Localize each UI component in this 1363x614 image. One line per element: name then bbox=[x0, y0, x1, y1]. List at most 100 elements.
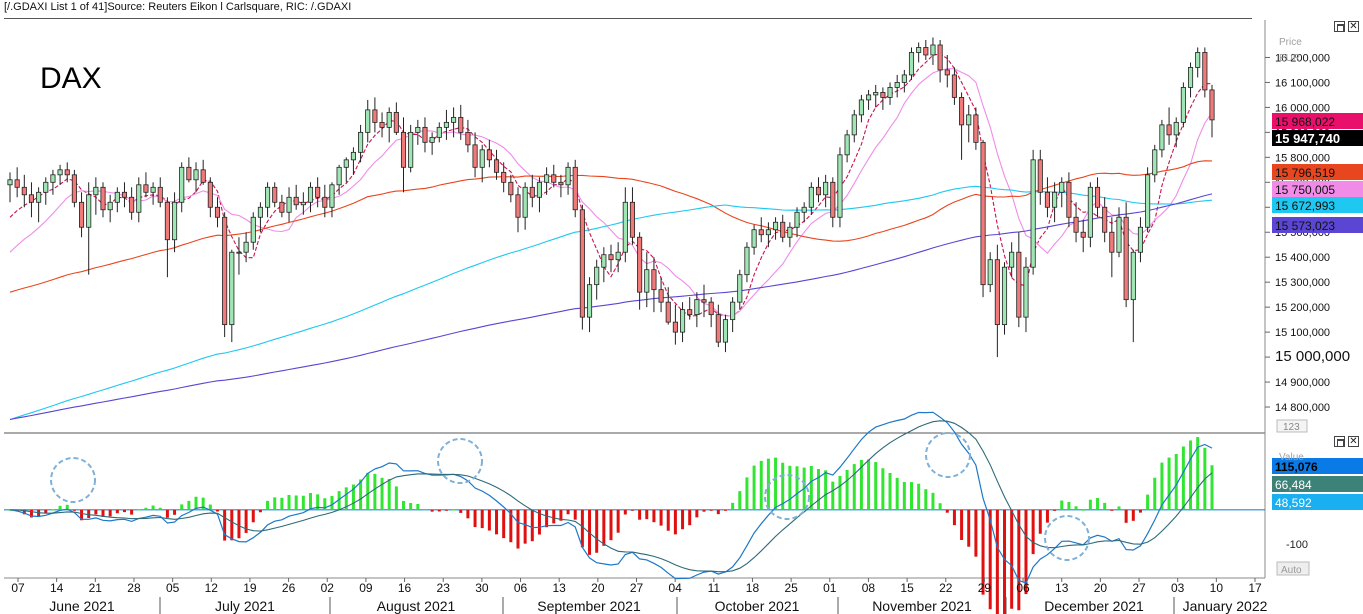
candlestick bbox=[257, 202, 263, 233]
candlestick bbox=[179, 162, 185, 213]
macd-histogram-bar bbox=[359, 479, 363, 510]
month-label: November 2021 bbox=[872, 598, 972, 614]
candlestick bbox=[193, 162, 199, 193]
macd-histogram-bar bbox=[29, 509, 33, 518]
candlestick bbox=[930, 37, 936, 65]
candlestick bbox=[71, 169, 77, 208]
macd-histogram-bar bbox=[187, 500, 191, 510]
candlestick bbox=[737, 269, 743, 310]
macd-histogram-bar bbox=[208, 504, 212, 510]
restore-icon[interactable] bbox=[1334, 21, 1345, 32]
macd-histogram-bar bbox=[351, 484, 355, 510]
macd-value-tag bbox=[1272, 494, 1363, 510]
macd-histogram-bar bbox=[774, 457, 778, 510]
candlestick bbox=[987, 252, 993, 293]
macd-histogram-bar bbox=[917, 483, 921, 510]
macd-histogram-bar bbox=[273, 497, 277, 510]
macd-histogram-bar bbox=[1088, 499, 1092, 510]
candlestick bbox=[229, 249, 235, 343]
macd-histogram-bar bbox=[609, 509, 613, 541]
macd-histogram-bar bbox=[373, 473, 377, 510]
macd-histogram-bar bbox=[759, 460, 763, 510]
macd-histogram-bar bbox=[1210, 465, 1214, 510]
candlestick bbox=[1102, 197, 1108, 243]
macd-histogram-bar bbox=[616, 509, 620, 533]
moving-average-line bbox=[9, 160, 1213, 293]
candlestick bbox=[622, 187, 628, 263]
macd-histogram-bar bbox=[44, 509, 48, 514]
macd-histogram-bar bbox=[716, 509, 720, 515]
price-tick-label: 14 800,000 bbox=[1275, 402, 1330, 414]
x-tick-label: 05 bbox=[166, 581, 180, 595]
macd-histogram-bar bbox=[380, 477, 384, 510]
candlestick bbox=[672, 304, 678, 345]
candlestick bbox=[136, 177, 142, 223]
candlestick bbox=[250, 212, 256, 250]
month-label: June 2021 bbox=[49, 598, 115, 614]
macd-histogram-bar bbox=[881, 468, 885, 510]
candlestick bbox=[1187, 62, 1194, 98]
month-label: August 2021 bbox=[377, 598, 456, 614]
macd-histogram-bar bbox=[852, 464, 856, 510]
candlestick bbox=[1087, 182, 1093, 248]
macd-histogram-bar bbox=[1174, 454, 1178, 510]
macd-value-tag-label: 115,076 bbox=[1275, 460, 1318, 474]
macd-histogram-bar bbox=[137, 509, 141, 511]
macd-histogram-bar bbox=[1160, 462, 1164, 510]
macd-histogram-bar bbox=[165, 509, 169, 518]
x-tick-label: 28 bbox=[127, 581, 141, 595]
macd-panel: 115,076 66,484 48,592 bbox=[4, 411, 1363, 614]
macd-histogram-bar bbox=[337, 491, 341, 510]
candlestick bbox=[1116, 207, 1122, 258]
candlestick bbox=[429, 132, 435, 155]
x-tick-label: 20 bbox=[591, 581, 605, 595]
macd-histogram-bar bbox=[580, 509, 584, 548]
x-tick-label: 18 bbox=[746, 581, 760, 595]
close-icon[interactable]: ✕ bbox=[1348, 21, 1359, 32]
macd-histogram-bar bbox=[752, 465, 756, 510]
macd-histogram-bar bbox=[688, 509, 692, 526]
candlestick bbox=[680, 302, 686, 343]
macd-histogram-bar bbox=[144, 507, 148, 510]
candlestick bbox=[186, 157, 192, 183]
candlestick bbox=[86, 182, 92, 275]
candlestick bbox=[1059, 177, 1065, 208]
macd-histogram-bar bbox=[559, 509, 563, 521]
macd-histogram-bar bbox=[859, 459, 863, 510]
candlestick bbox=[858, 94, 864, 123]
macd-histogram-bar bbox=[287, 494, 291, 510]
candlestick bbox=[601, 247, 607, 283]
macd-histogram-bar bbox=[115, 509, 119, 514]
candlestick bbox=[579, 204, 585, 330]
macd-histogram-bar bbox=[1060, 500, 1064, 510]
candlestick bbox=[1052, 182, 1058, 223]
macd-histogram-bar bbox=[480, 509, 484, 529]
macd-histogram-bar bbox=[294, 495, 298, 510]
candlestick bbox=[758, 217, 764, 243]
macd-histogram-bar bbox=[366, 472, 370, 510]
annotation-circle bbox=[925, 432, 971, 478]
macd-histogram-bar bbox=[845, 469, 849, 510]
macd-histogram-bar bbox=[1024, 509, 1028, 595]
restore-icon[interactable] bbox=[1334, 436, 1345, 447]
candlestick bbox=[694, 292, 700, 328]
close-icon[interactable]: ✕ bbox=[1348, 436, 1359, 447]
candlestick bbox=[722, 314, 729, 353]
macd-histogram-bar bbox=[1167, 457, 1171, 510]
macd-histogram-bar bbox=[552, 509, 556, 524]
autoscale-button[interactable] bbox=[1276, 561, 1310, 576]
candlestick bbox=[815, 177, 822, 203]
candlestick bbox=[901, 69, 907, 93]
macd-tick-label: -100 bbox=[1286, 539, 1308, 551]
macd-histogram-bar bbox=[201, 497, 205, 510]
candlestick bbox=[586, 277, 593, 333]
macd-histogram-bar bbox=[65, 504, 69, 510]
candlestick bbox=[687, 297, 693, 320]
macd-histogram-bar bbox=[1031, 509, 1035, 555]
candlestick bbox=[644, 252, 650, 308]
macd-histogram-bar bbox=[402, 500, 406, 510]
x-tick-label: 23 bbox=[437, 581, 451, 595]
candlestick bbox=[1145, 167, 1151, 233]
x-tick-label: 02 bbox=[321, 581, 335, 595]
